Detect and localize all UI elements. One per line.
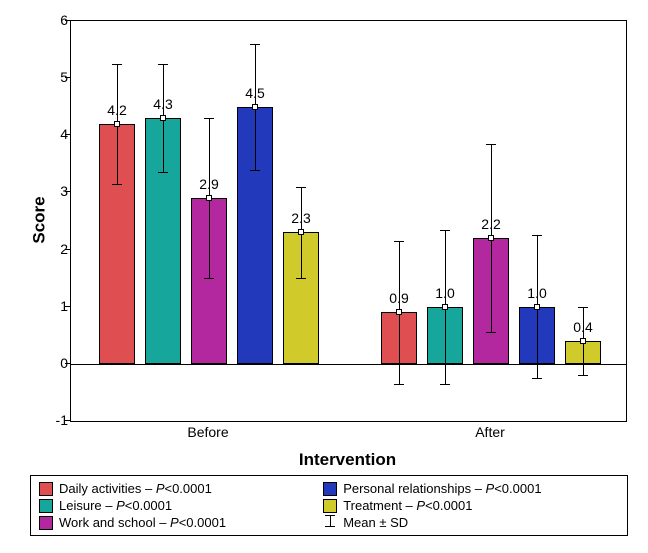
error-cap (250, 170, 260, 171)
mean-marker (298, 229, 304, 235)
group-label: After (475, 424, 505, 440)
legend-swatch (39, 499, 53, 513)
legend-item: Daily activities – P<0.0001 (39, 480, 323, 497)
error-cap (204, 278, 214, 279)
error-cap (250, 44, 260, 45)
legend-item: Personal relationships – P<0.0001 (323, 480, 607, 497)
plot-area: 4.2 4.3 2.9 4.5 2.3 0.9 1.0 2.2 1.0 0.4 (70, 20, 627, 422)
legend-swatch (323, 482, 337, 496)
ytick-mark (65, 77, 70, 78)
chart-container: Score 4.2 4.3 2.9 4.5 2.3 0.9 1.0 2.2 1.0 0.4 Int… (10, 10, 638, 543)
mean-marker (396, 309, 402, 315)
error-cap (296, 278, 306, 279)
ytick-mark (65, 363, 70, 364)
ytick-label: 0 (28, 355, 68, 371)
value-label: 2.3 (291, 210, 310, 226)
error-cap (394, 384, 404, 385)
legend-label: Leisure – P<0.0001 (59, 498, 172, 513)
legend-item: Work and school – P<0.0001 (39, 514, 323, 531)
value-label: 0.4 (573, 319, 592, 335)
value-label: 1.0 (527, 285, 546, 301)
value-label: 4.3 (153, 96, 172, 112)
mean-marker (160, 115, 166, 121)
error-cap (440, 230, 450, 231)
mean-marker (534, 304, 540, 310)
error-cap (112, 64, 122, 65)
legend-item: Leisure – P<0.0001 (39, 497, 323, 514)
ytick-mark (65, 191, 70, 192)
legend-swatch (39, 516, 53, 530)
legend-item: Mean ± SD (323, 514, 607, 531)
ytick-label: -1 (28, 412, 68, 428)
ytick-label: 2 (28, 241, 68, 257)
legend: Daily activities – P<0.0001 Personal rela… (30, 475, 628, 536)
error-cap (532, 378, 542, 379)
error-cap (394, 241, 404, 242)
legend-item: Treatment – P<0.0001 (323, 497, 607, 514)
value-label: 2.2 (481, 216, 500, 232)
error-cap (112, 184, 122, 185)
ytick-label: 5 (28, 69, 68, 85)
mean-marker (488, 235, 494, 241)
ytick-mark (65, 249, 70, 250)
x-axis-label: Intervention (70, 450, 625, 470)
error-cap (486, 144, 496, 145)
error-cap (532, 235, 542, 236)
mean-marker (114, 121, 120, 127)
error-cap (578, 307, 588, 308)
legend-label: Treatment – P<0.0001 (343, 498, 472, 513)
value-label: 1.0 (435, 285, 454, 301)
value-label: 4.2 (107, 102, 126, 118)
ytick-label: 1 (28, 298, 68, 314)
mean-sd-icon (323, 515, 337, 530)
error-cap (204, 118, 214, 119)
error-cap (296, 187, 306, 188)
error-cap (158, 172, 168, 173)
mean-marker (580, 338, 586, 344)
mean-marker (206, 195, 212, 201)
ytick-mark (65, 20, 70, 21)
y-axis-label: Score (30, 196, 50, 243)
value-label: 0.9 (389, 290, 408, 306)
legend-label: Personal relationships – P<0.0001 (343, 481, 541, 496)
ytick-mark (65, 306, 70, 307)
error-cap (578, 375, 588, 376)
value-label: 2.9 (199, 176, 218, 192)
legend-label: Work and school – P<0.0001 (59, 515, 226, 530)
mean-marker (442, 304, 448, 310)
error-cap (158, 64, 168, 65)
ytick-mark (65, 134, 70, 135)
legend-label: Daily activities – P<0.0001 (59, 481, 212, 496)
ytick-label: 3 (28, 183, 68, 199)
legend-swatch (39, 482, 53, 496)
mean-marker (252, 104, 258, 110)
ytick-label: 6 (28, 12, 68, 28)
zero-line (71, 364, 626, 365)
error-cap (440, 384, 450, 385)
group-label: Before (187, 424, 228, 440)
ytick-mark (65, 420, 70, 421)
error-cap (486, 332, 496, 333)
legend-label: Mean ± SD (343, 515, 408, 530)
ytick-label: 4 (28, 126, 68, 142)
value-label: 4.5 (245, 85, 264, 101)
legend-swatch (323, 499, 337, 513)
